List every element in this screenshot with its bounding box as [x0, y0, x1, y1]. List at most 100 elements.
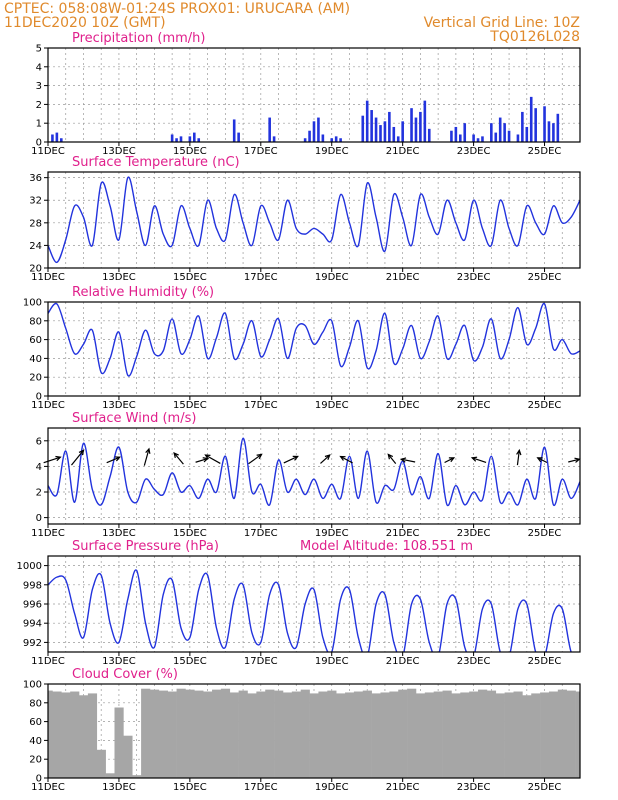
cloud-cover-bar [495, 693, 505, 778]
x-tick-label: 19DEC [315, 146, 349, 157]
precip-bar [383, 121, 387, 142]
panel-frame [47, 171, 581, 269]
wind-arrow [320, 454, 331, 464]
precip-bar [179, 136, 183, 142]
x-tick-label: 17DEC [244, 782, 278, 793]
cloud-cover-bar [176, 688, 186, 778]
y-tick-label: 60 [29, 335, 42, 346]
panel-frame [47, 683, 581, 779]
series-line [48, 176, 580, 264]
wind-arrow [195, 457, 208, 463]
panel-frame [47, 427, 581, 525]
x-tick-label: 13DEC [102, 272, 136, 283]
wind-arrow-head [292, 455, 299, 461]
cloud-cover-bar [389, 691, 399, 778]
x-tick-label: 15DEC [173, 400, 207, 411]
cloud-cover-bar [274, 690, 284, 778]
wind-arrow-head [516, 448, 522, 456]
wind-arrow-head [470, 456, 478, 462]
cloud-cover-bar [415, 693, 426, 778]
cloud-cover-bar [149, 689, 160, 778]
precip-bar [556, 113, 560, 142]
cloud-cover-bar [247, 693, 257, 778]
cloud-cover-bar [548, 691, 559, 778]
header-station: CPTEC: 058:08W-01:24S PROX01: URUCARA (A… [4, 1, 350, 17]
model-altitude: Model Altitude: 108.551 m [300, 539, 473, 554]
wind-arrow-head [574, 457, 581, 463]
cloud-cover-bar [70, 691, 80, 778]
precip-bar [481, 136, 484, 142]
x-tick-label: 23DEC [457, 146, 491, 157]
precip-bar [427, 128, 431, 142]
wind-arrow [43, 456, 61, 464]
wind-arrow [401, 458, 416, 463]
wind-arrow-head [114, 456, 121, 462]
cloud-cover-bar [256, 691, 266, 778]
panel-title: Precipitation (mm/h) [72, 31, 205, 46]
x-tick-label: 21DEC [386, 146, 420, 157]
wind-arrow [444, 457, 455, 464]
y-tick-label: 80 [29, 316, 42, 327]
x-tick-label: 11DEC [31, 400, 65, 411]
x-tick-label: 25DEC [528, 528, 562, 539]
cloud-cover-bar [291, 691, 301, 778]
wind-arrow-head [173, 451, 179, 459]
panel-frame [47, 301, 581, 397]
series-line [48, 302, 580, 377]
x-tick-label: 25DEC [528, 272, 562, 283]
wind-arrow-head [399, 457, 407, 463]
wind-arrow-head [387, 453, 394, 460]
cloud-cover-bar [557, 689, 567, 778]
x-tick-label: 23DEC [457, 272, 491, 283]
precip-bar [410, 108, 413, 142]
y-tick-label: 60 [29, 717, 42, 728]
wind-arrow [516, 450, 520, 466]
precip-bar [334, 136, 338, 142]
wind-arrow-head [256, 453, 263, 460]
y-tick-label: 4 [36, 62, 42, 73]
x-tick-label: 13DEC [102, 656, 136, 667]
x-tick-label: 17DEC [244, 272, 278, 283]
cloud-cover-bar [87, 693, 98, 778]
cloud-cover-bar [194, 690, 204, 778]
precip-bar [51, 134, 54, 142]
y-tick-label: 2 [36, 100, 42, 111]
wind-arrow-head [448, 457, 456, 463]
cloud-cover-bar [48, 690, 53, 778]
header-model-id: TQ0126L028 [489, 29, 580, 45]
cloud-cover-bar [469, 691, 479, 778]
cloud-cover-bar [327, 690, 337, 778]
x-tick-label: 23DEC [457, 782, 491, 793]
cloud-cover-bar [362, 690, 372, 778]
y-tick-label: 100 [23, 298, 42, 309]
precip-bar [317, 117, 320, 142]
panels: 0 1 2 3 4 5 11DEC 13DEC 15DEC 17DEC 19DEC 21DEC 23DE… [17, 31, 581, 793]
cloud-cover-bar [212, 689, 222, 778]
cloud-cover-bar [318, 691, 328, 778]
wind-arrow [173, 452, 184, 465]
wind-arrow [387, 454, 397, 465]
y-tick-label: 32 [29, 196, 42, 207]
precip-bar [396, 136, 400, 142]
x-tick-label: 19DEC [315, 528, 349, 539]
precip-bar [312, 121, 316, 142]
precip-bar [268, 117, 271, 142]
y-tick-label: 20 [29, 264, 42, 275]
wind-arrow-head [78, 449, 85, 456]
wind-arrow [71, 449, 85, 466]
precip-bar [330, 138, 334, 142]
precip-bar [490, 123, 493, 142]
cloud-cover-bar [61, 692, 71, 778]
y-tick-label: 0 [36, 138, 42, 149]
precip-bar [370, 110, 373, 142]
x-tick-label: 25DEC [528, 146, 562, 157]
precip-bar [60, 138, 63, 142]
wind-arrow-head [204, 454, 211, 460]
wind-arrow [471, 457, 487, 464]
precip-bar [237, 132, 240, 142]
y-tick-label: 994 [23, 619, 42, 630]
cloud-cover-bar [123, 735, 133, 778]
x-tick-label: 13DEC [102, 400, 136, 411]
wind-arrow [537, 457, 548, 464]
x-tick-label: 17DEC [244, 528, 278, 539]
